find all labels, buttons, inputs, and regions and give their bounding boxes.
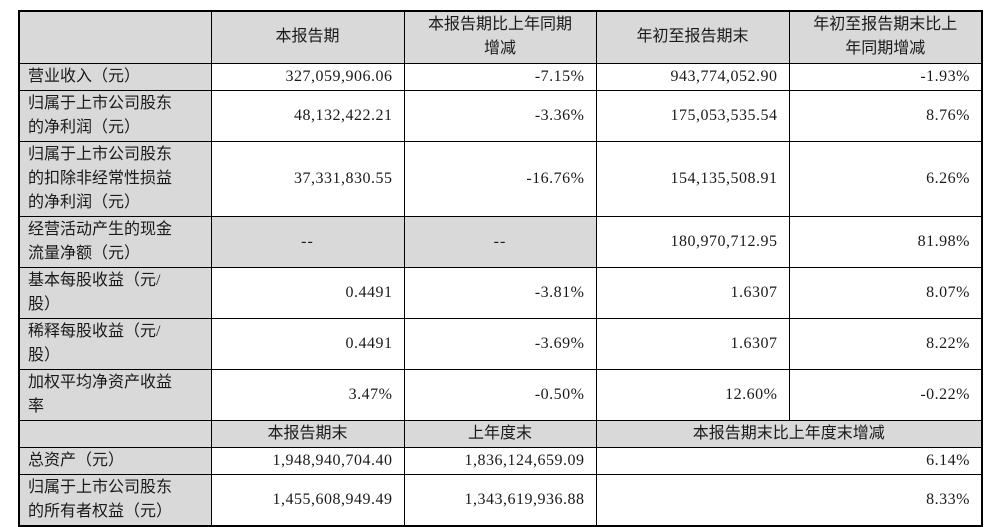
- value-cell: 8.33%: [595, 473, 983, 526]
- value-cell: 81.98%: [788, 215, 983, 268]
- row-label: 营业收入（元）: [18, 62, 212, 91]
- row-diluted-eps: 稀释每股收益（元/股） 0.4491 -3.69% 1.6307 8.22%: [18, 317, 983, 370]
- row-total-assets: 总资产（元） 1,948,940,704.40 1,836,124,659.09…: [18, 446, 983, 475]
- col-header-period-yoy-change: 本报告期比上年同期增减: [403, 10, 597, 64]
- row-net-profit-attributable: 归属于上市公司股东的净利润（元） 48,132,422.21 -3.36% 17…: [18, 89, 983, 142]
- value-cell: 1,836,124,659.09: [403, 446, 597, 475]
- value-cell: 8.76%: [788, 89, 983, 142]
- row-label: 基本每股收益（元/股）: [18, 266, 212, 319]
- financial-summary-table: 本报告期 本报告期比上年同期增减 年初至报告期末 年初至报告期末比上年同期增减 …: [18, 10, 983, 527]
- value-cell: 1,343,619,936.88: [403, 473, 597, 526]
- value-cell: -16.76%: [403, 140, 597, 217]
- value-cell: 8.22%: [788, 317, 983, 370]
- value-cell: 6.26%: [788, 140, 983, 217]
- row-label: 归属于上市公司股东的所有者权益（元）: [18, 473, 212, 526]
- row-label: 归属于上市公司股东的扣除非经常性损益的净利润（元）: [18, 140, 212, 217]
- section1-header-row: 本报告期 本报告期比上年同期增减 年初至报告期末 年初至报告期末比上年同期增减: [18, 10, 983, 64]
- row-weighted-avg-roe: 加权平均净资产收益率 3.47% -0.50% 12.60% -0.22%: [18, 368, 983, 421]
- section2-header-row: 本报告期末 上年度末 本报告期末比上年度末增减: [18, 419, 983, 448]
- col-header-period-end: 本报告期末: [210, 419, 405, 448]
- col-header-ytd: 年初至报告期末: [595, 10, 790, 64]
- row-label: 归属于上市公司股东的净利润（元）: [18, 89, 212, 142]
- value-cell: 180,970,712.95: [595, 215, 790, 268]
- value-cell: 37,331,830.55: [210, 140, 405, 217]
- row-label: 经营活动产生的现金流量净额（元）: [18, 215, 212, 268]
- value-cell: 0.4491: [210, 317, 405, 370]
- value-cell: 175,053,535.54: [595, 89, 790, 142]
- row-equity-attributable: 归属于上市公司股东的所有者权益（元） 1,455,608,949.49 1,34…: [18, 473, 983, 526]
- value-cell: 1,948,940,704.40: [210, 446, 405, 475]
- value-cell: -0.22%: [788, 368, 983, 421]
- row-basic-eps: 基本每股收益（元/股） 0.4491 -3.81% 1.6307 8.07%: [18, 266, 983, 319]
- value-cell: 327,059,906.06: [210, 62, 405, 91]
- value-cell: 1.6307: [595, 317, 790, 370]
- value-cell: 12.60%: [595, 368, 790, 421]
- value-cell: -3.81%: [403, 266, 597, 319]
- corner-empty-cell: [18, 10, 212, 64]
- row-label: 加权平均净资产收益率: [18, 368, 212, 421]
- row-operating-cash-flow: 经营活动产生的现金流量净额（元） -- -- 180,970,712.95 81…: [18, 215, 983, 268]
- value-cell: -0.50%: [403, 368, 597, 421]
- value-cell: 1.6307: [595, 266, 790, 319]
- value-cell: 3.47%: [210, 368, 405, 421]
- value-cell: -3.69%: [403, 317, 597, 370]
- value-cell: -1.93%: [788, 62, 983, 91]
- value-cell: 154,135,508.91: [595, 140, 790, 217]
- value-cell: 8.07%: [788, 266, 983, 319]
- row-label: 稀释每股收益（元/股）: [18, 317, 212, 370]
- value-cell: -3.36%: [403, 89, 597, 142]
- value-cell-not-applicable: --: [403, 215, 597, 268]
- value-cell: 6.14%: [595, 446, 983, 475]
- row-label: 总资产（元）: [18, 446, 212, 475]
- col-header-change-vs-prev-year-end: 本报告期末比上年度末增减: [595, 419, 983, 448]
- value-cell: 943,774,052.90: [595, 62, 790, 91]
- row-operating-revenue: 营业收入（元） 327,059,906.06 -7.15% 943,774,05…: [18, 62, 983, 91]
- value-cell: 48,132,422.21: [210, 89, 405, 142]
- row-net-profit-excl-nonrecurring: 归属于上市公司股东的扣除非经常性损益的净利润（元） 37,331,830.55 …: [18, 140, 983, 217]
- col-header-ytd-yoy-change: 年初至报告期末比上年同期增减: [788, 10, 983, 64]
- value-cell: -7.15%: [403, 62, 597, 91]
- value-cell: 1,455,608,949.49: [210, 473, 405, 526]
- col-header-prev-year-end: 上年度末: [403, 419, 597, 448]
- value-cell: 0.4491: [210, 266, 405, 319]
- corner-empty-cell: [18, 419, 212, 448]
- value-cell-not-applicable: --: [210, 215, 405, 268]
- col-header-current-period: 本报告期: [210, 10, 405, 64]
